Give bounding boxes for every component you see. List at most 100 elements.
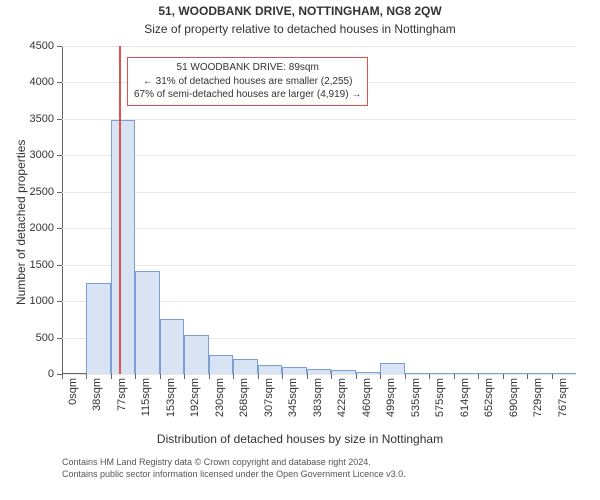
- x-tick: [62, 374, 63, 379]
- histogram-bar: [527, 373, 551, 374]
- x-tick: [135, 374, 136, 379]
- y-tick-label: 1000: [0, 295, 54, 307]
- y-tick: [57, 228, 62, 229]
- property-size-histogram: 51, WOODBANK DRIVE, NOTTINGHAM, NG8 2QW …: [0, 0, 600, 500]
- plot-area: 51 WOODBANK DRIVE: 89sqm← 31% of detache…: [62, 46, 576, 374]
- histogram-bar: [356, 372, 380, 374]
- y-tick-label: 2000: [0, 222, 54, 234]
- annotation-line: ← 31% of detached houses are smaller (2,…: [134, 75, 361, 89]
- y-tick-label: 4500: [0, 40, 54, 52]
- y-tick: [57, 119, 62, 120]
- x-tick-label: 230sqm: [214, 378, 226, 428]
- histogram-bar: [135, 271, 159, 375]
- x-tick: [331, 374, 332, 379]
- x-tick: [454, 374, 455, 379]
- x-tick: [258, 374, 259, 379]
- annotation-line: 67% of semi-detached houses are larger (…: [134, 88, 361, 102]
- x-tick-label: 499sqm: [385, 378, 397, 428]
- chart-subtitle: Size of property relative to detached ho…: [0, 22, 600, 36]
- x-tick-label: 729sqm: [532, 378, 544, 428]
- histogram-bar: [209, 355, 233, 374]
- gridline: [62, 119, 576, 120]
- x-tick-label: 307sqm: [263, 378, 275, 428]
- x-tick: [160, 374, 161, 379]
- gridline: [62, 192, 576, 193]
- x-tick-label: 575sqm: [434, 378, 446, 428]
- gridline: [62, 374, 576, 375]
- x-tick-label: 38sqm: [91, 378, 103, 428]
- x-tick: [478, 374, 479, 379]
- y-tick: [57, 155, 62, 156]
- x-tick-label: 383sqm: [312, 378, 324, 428]
- footer-credits: Contains HM Land Registry data © Crown c…: [62, 456, 406, 480]
- x-axis-label: Distribution of detached houses by size …: [0, 432, 600, 446]
- y-tick-label: 0: [0, 368, 54, 380]
- gridline: [62, 46, 576, 47]
- x-tick-label: 268sqm: [238, 378, 250, 428]
- x-tick-label: 460sqm: [361, 378, 373, 428]
- y-tick: [57, 301, 62, 302]
- annotation-line: 51 WOODBANK DRIVE: 89sqm: [134, 61, 361, 75]
- x-tick-label: 0sqm: [67, 378, 79, 428]
- x-tick: [233, 374, 234, 379]
- chart-title: 51, WOODBANK DRIVE, NOTTINGHAM, NG8 2QW: [0, 4, 600, 18]
- x-tick: [111, 374, 112, 379]
- y-tick-label: 3000: [0, 149, 54, 161]
- x-tick-label: 192sqm: [189, 378, 201, 428]
- y-tick: [57, 338, 62, 339]
- y-tick-label: 3500: [0, 113, 54, 125]
- histogram-bar: [552, 373, 576, 374]
- x-tick: [503, 374, 504, 379]
- y-tick: [57, 192, 62, 193]
- x-tick-label: 422sqm: [336, 378, 348, 428]
- footer-line-2: Contains public sector information licen…: [62, 468, 406, 480]
- reference-line: [119, 46, 121, 374]
- x-tick: [282, 374, 283, 379]
- histogram-bar: [233, 359, 257, 374]
- x-tick-label: 115sqm: [140, 378, 152, 428]
- x-tick: [405, 374, 406, 379]
- y-tick-label: 4000: [0, 76, 54, 88]
- x-tick-label: 77sqm: [116, 378, 128, 428]
- y-tick: [57, 82, 62, 83]
- y-tick-label: 500: [0, 332, 54, 344]
- x-tick: [527, 374, 528, 379]
- histogram-bar: [331, 370, 355, 374]
- histogram-bar: [307, 369, 331, 374]
- y-tick-label: 1500: [0, 259, 54, 271]
- histogram-bar: [454, 373, 478, 374]
- x-tick-label: 652sqm: [483, 378, 495, 428]
- histogram-bar: [429, 373, 453, 374]
- x-tick: [356, 374, 357, 379]
- x-tick: [209, 374, 210, 379]
- histogram-bar: [478, 373, 502, 374]
- histogram-bar: [503, 373, 527, 374]
- annotation-box: 51 WOODBANK DRIVE: 89sqm← 31% of detache…: [127, 57, 368, 106]
- x-tick: [429, 374, 430, 379]
- x-tick-label: 535sqm: [410, 378, 422, 428]
- x-tick: [184, 374, 185, 379]
- histogram-bar: [282, 367, 306, 374]
- histogram-bar: [258, 365, 282, 374]
- y-tick: [57, 46, 62, 47]
- histogram-bar: [160, 319, 184, 374]
- x-tick-label: 614sqm: [459, 378, 471, 428]
- gridline: [62, 228, 576, 229]
- y-tick: [57, 265, 62, 266]
- histogram-bar: [184, 335, 208, 374]
- x-tick-label: 345sqm: [287, 378, 299, 428]
- gridline: [62, 265, 576, 266]
- histogram-bar: [380, 363, 404, 374]
- y-tick-label: 2500: [0, 186, 54, 198]
- x-tick: [552, 374, 553, 379]
- x-tick: [307, 374, 308, 379]
- x-tick: [380, 374, 381, 379]
- gridline: [62, 155, 576, 156]
- histogram-bar: [86, 283, 110, 374]
- histogram-bar: [111, 120, 135, 374]
- footer-line-1: Contains HM Land Registry data © Crown c…: [62, 456, 406, 468]
- x-tick: [86, 374, 87, 379]
- histogram-bar: [405, 373, 429, 374]
- x-tick-label: 767sqm: [557, 378, 569, 428]
- x-tick-label: 690sqm: [508, 378, 520, 428]
